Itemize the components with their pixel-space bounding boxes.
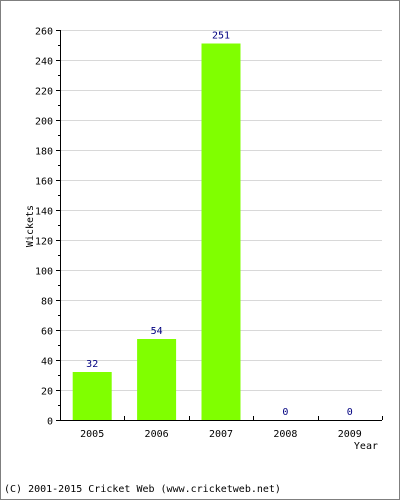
- y-tick-label: 240: [35, 57, 53, 68]
- value-label-2009: 0: [347, 407, 353, 418]
- value-labels: 32 54 251 0 0: [86, 31, 353, 419]
- value-label-2006: 54: [151, 326, 163, 337]
- value-label-2007: 251: [212, 31, 230, 42]
- y-tick-label: 200: [35, 117, 53, 128]
- x-tick-label-2006: 2006: [145, 429, 169, 440]
- copyright-footer: (C) 2001-2015 Cricket Web (www.cricketwe…: [4, 484, 281, 495]
- y-ticks: 0 20 40 60 80 100 120 140 160 180 200 220 240 260: [35, 27, 60, 428]
- x-axis-title: Year: [354, 441, 378, 452]
- y-tick-label: 260: [35, 27, 53, 38]
- y-tick-label: 80: [41, 297, 53, 308]
- y-tick-label: 160: [35, 177, 53, 188]
- bar-2006: [137, 339, 177, 420]
- y-tick-label: 40: [41, 357, 53, 368]
- y-tick-label: 120: [35, 237, 53, 248]
- y-tick-label: 60: [41, 327, 53, 338]
- y-tick-label: 140: [35, 207, 53, 218]
- bar-2007: [201, 43, 241, 420]
- value-label-2008: 0: [282, 407, 288, 418]
- y-tick-label: 0: [47, 417, 53, 428]
- x-tick-label-2008: 2008: [273, 429, 297, 440]
- y-tick-label: 20: [41, 387, 53, 398]
- value-label-2005: 32: [86, 359, 98, 370]
- x-tick-label-2005: 2005: [80, 429, 104, 440]
- bars: [72, 43, 241, 420]
- y-axis-title: Wickets: [25, 205, 36, 247]
- y-tick-label: 180: [35, 147, 53, 158]
- x-tick-label-2009: 2009: [338, 429, 362, 440]
- y-tick-label: 100: [35, 267, 53, 278]
- y-tick-label: 220: [35, 87, 53, 98]
- x-ticks: 2005 2006 2007 2008 2009: [80, 416, 383, 440]
- bar-2005: [72, 372, 112, 420]
- axes: [60, 30, 382, 421]
- x-tick-label-2007: 2007: [209, 429, 233, 440]
